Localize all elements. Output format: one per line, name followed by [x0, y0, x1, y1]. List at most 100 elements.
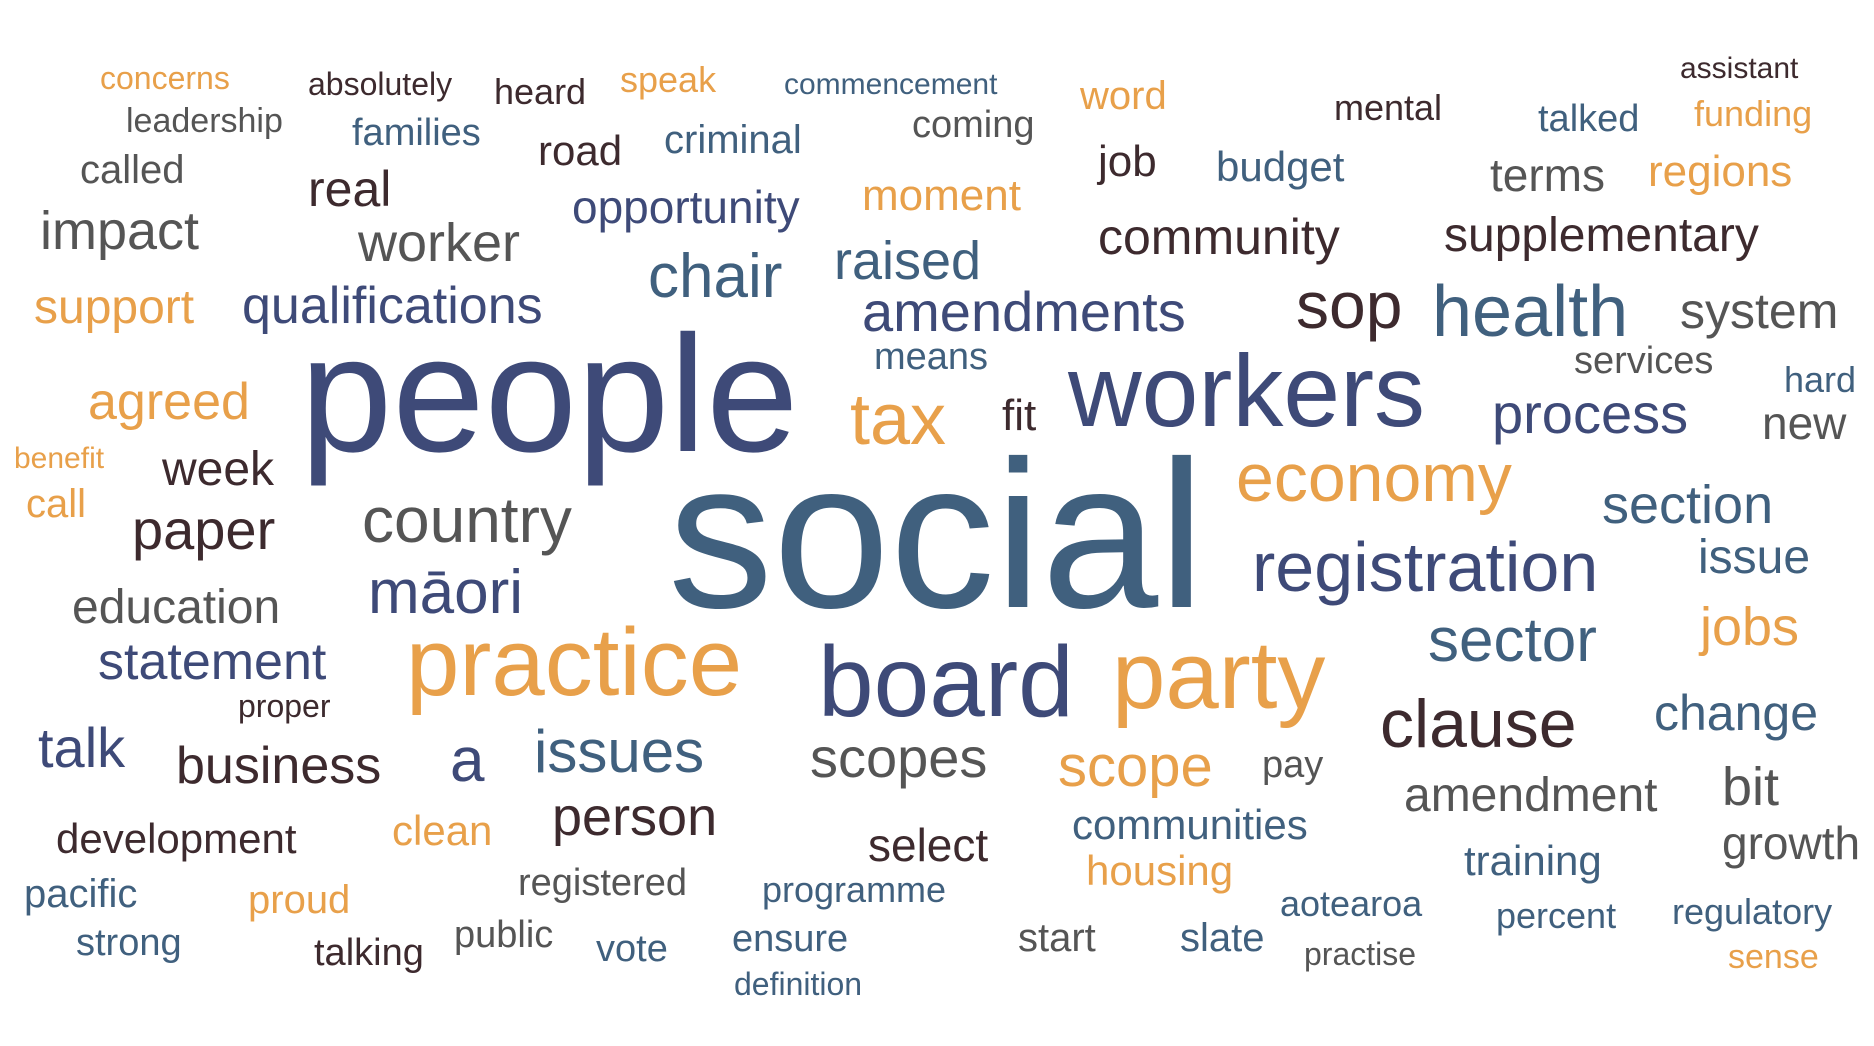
word-pacific: pacific — [24, 872, 138, 916]
word-aotearoa: aotearoa — [1280, 883, 1423, 924]
word-commencement: commencement — [784, 68, 998, 101]
word-people: people — [300, 302, 799, 487]
word-talk: talk — [38, 716, 126, 779]
word-hard: hard — [1784, 359, 1857, 400]
word-pay: pay — [1262, 744, 1324, 786]
word-speak: speak — [620, 59, 717, 100]
word-community: community — [1098, 209, 1340, 265]
word-paper: paper — [132, 498, 276, 561]
word-means: means — [874, 336, 989, 378]
word-budget: budget — [1216, 143, 1345, 190]
word-communities: communities — [1072, 801, 1308, 848]
word-amendment: amendment — [1404, 769, 1658, 822]
word-regions: regions — [1648, 147, 1793, 196]
word-clause: clause — [1380, 686, 1577, 762]
word-concerns: concerns — [100, 60, 230, 96]
word-definition: definition — [734, 966, 863, 1002]
word-training: training — [1464, 837, 1602, 884]
word-amendments: amendments — [862, 280, 1186, 343]
word-scope: scope — [1058, 734, 1213, 799]
word-real: real — [308, 161, 392, 217]
word-health: health — [1432, 272, 1629, 352]
word-party: party — [1112, 622, 1326, 729]
word-change: change — [1654, 685, 1819, 741]
word-business: business — [176, 737, 382, 795]
word-impact: impact — [40, 201, 200, 261]
word-road: road — [538, 127, 623, 174]
word-start: start — [1018, 916, 1096, 960]
word-agreed: agreed — [88, 373, 250, 431]
word-registered: registered — [518, 862, 687, 904]
word-benefit: benefit — [14, 442, 105, 475]
word-regulatory: regulatory — [1672, 891, 1833, 932]
word-board: board — [818, 626, 1074, 738]
word-raised: raised — [834, 231, 982, 291]
word-country: country — [362, 484, 572, 556]
word-word: word — [1080, 74, 1167, 118]
word-economy: economy — [1236, 440, 1512, 516]
word-issue: issue — [1698, 531, 1811, 584]
word-system: system — [1680, 283, 1839, 339]
word-assistant: assistant — [1680, 52, 1799, 85]
word-social: social — [668, 417, 1205, 652]
word-education: education — [72, 581, 281, 634]
word-services: services — [1574, 340, 1714, 382]
word-person: person — [552, 787, 718, 847]
word-tax: tax — [850, 380, 947, 460]
word-practise: practise — [1304, 936, 1417, 972]
word-absolutely: absolutely — [308, 66, 453, 102]
word-heard: heard — [494, 71, 587, 112]
word-mental: mental — [1334, 87, 1443, 128]
word-proud: proud — [248, 878, 351, 922]
word-public: public — [454, 914, 554, 956]
word-vote: vote — [596, 928, 668, 970]
word-issues: issues — [534, 718, 705, 785]
word-families: families — [352, 112, 481, 154]
word-strong: strong — [76, 922, 182, 964]
word-week: week — [162, 443, 275, 496]
word-process: process — [1492, 382, 1689, 445]
word-development: development — [56, 815, 297, 862]
word-sector: sector — [1428, 606, 1597, 675]
word-talked: talked — [1538, 98, 1640, 140]
word-workers: workers — [1068, 334, 1426, 448]
word-ensure: ensure — [732, 918, 849, 960]
word-housing: housing — [1086, 847, 1234, 894]
word-statement: statement — [98, 633, 327, 691]
word-moment: moment — [862, 171, 1021, 220]
word-sense: sense — [1728, 938, 1819, 976]
word-call: call — [26, 482, 87, 526]
word-jobs: jobs — [1700, 597, 1800, 657]
word-chair: chair — [648, 242, 783, 311]
word-sop: sop — [1296, 268, 1403, 342]
word-a: a — [450, 726, 485, 795]
word-funding: funding — [1694, 93, 1813, 134]
word-talking: talking — [314, 932, 424, 974]
word-programme: programme — [762, 869, 947, 910]
word-new: new — [1762, 397, 1847, 449]
word-bit: bit — [1722, 757, 1780, 817]
word-select: select — [868, 819, 989, 871]
word-worker: worker — [358, 213, 521, 273]
word-qualifications: qualifications — [242, 277, 543, 335]
word-registration: registration — [1252, 528, 1599, 606]
word-slate: slate — [1180, 916, 1265, 960]
word-support: support — [34, 281, 195, 334]
word-percent: percent — [1496, 895, 1617, 936]
word-called: called — [80, 148, 185, 192]
word-leadership: leadership — [126, 102, 283, 140]
word-opportunity: opportunity — [572, 181, 800, 233]
word-criminal: criminal — [664, 118, 802, 162]
word-proper: proper — [238, 688, 331, 724]
word-clean: clean — [392, 807, 493, 854]
word-coming: coming — [912, 104, 1035, 146]
word-job: job — [1098, 137, 1157, 186]
word-growth: growth — [1722, 817, 1861, 869]
word-section: section — [1602, 475, 1774, 535]
word-fit: fit — [1002, 391, 1037, 440]
word-m-ori: māori — [368, 558, 524, 627]
word-practice: practice — [406, 609, 743, 716]
word-scopes: scopes — [810, 726, 988, 789]
word-supplementary: supplementary — [1444, 209, 1759, 262]
